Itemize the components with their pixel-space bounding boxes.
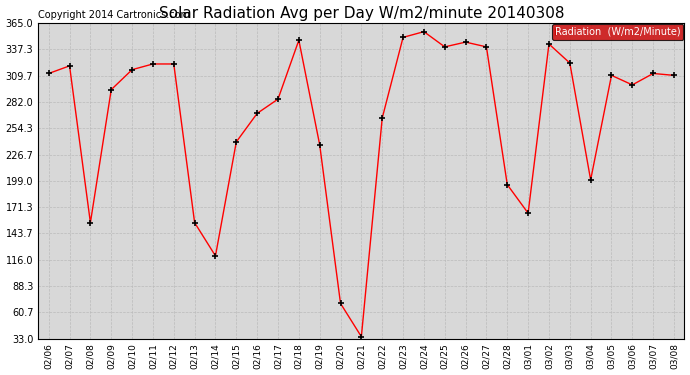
Text: Copyright 2014 Cartronics.com: Copyright 2014 Cartronics.com [38,10,190,20]
Title: Solar Radiation Avg per Day W/m2/minute 20140308: Solar Radiation Avg per Day W/m2/minute … [159,6,564,21]
Legend: Radiation  (W/m2/Minute): Radiation (W/m2/Minute) [552,24,684,40]
